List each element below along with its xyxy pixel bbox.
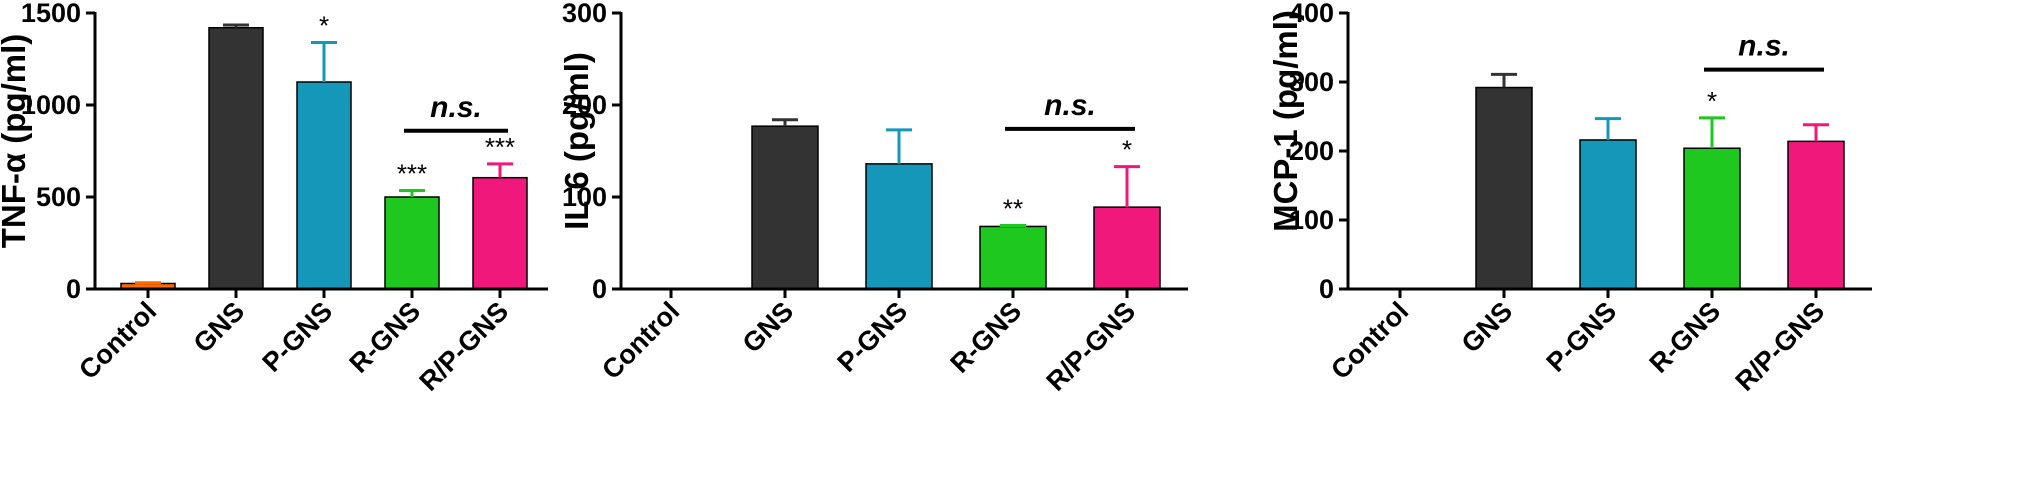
- bar-r-gns: [1683, 147, 1741, 290]
- y-tick-label: 100: [1289, 205, 1334, 235]
- significance-mark: **: [1003, 194, 1023, 224]
- y-tick-label: 100: [562, 182, 607, 212]
- bar-r-gns: [979, 225, 1047, 290]
- x-category-label: R/P-GNS: [1040, 296, 1141, 397]
- x-category-label: R-GNS: [344, 296, 427, 379]
- bar-p-gns: [865, 163, 933, 290]
- y-tick-label: 0: [66, 274, 81, 304]
- x-category-label: P-GNS: [832, 296, 914, 378]
- y-tick-label: 1000: [21, 90, 81, 120]
- ns-label: n.s.: [1738, 30, 1790, 63]
- y-tick-label: 0: [1319, 274, 1334, 304]
- y-axis-title: MCP-1 (pg/ml): [1267, 10, 1304, 232]
- bar-gns: [751, 125, 819, 290]
- bar-gns: [1475, 86, 1533, 290]
- y-tick-label: 400: [1289, 0, 1334, 28]
- y-tick-label: 300: [1289, 67, 1334, 97]
- y-tick-label: 0: [592, 274, 607, 304]
- y-tick-label: 200: [1289, 136, 1334, 166]
- bar-r-p-gns: [472, 176, 528, 290]
- x-category-label: R-GNS: [1644, 296, 1727, 379]
- y-tick-label: 300: [562, 0, 607, 28]
- x-category-label: Control: [596, 296, 685, 385]
- y-tick-label: 200: [562, 90, 607, 120]
- x-category-label: R-GNS: [945, 296, 1028, 379]
- x-category-label: Control: [1325, 296, 1414, 385]
- significance-mark: *: [319, 10, 329, 40]
- y-tick-label: 1500: [21, 0, 81, 28]
- mcp-1-chart: * n.s. 0 100 200 300 400 Control GNS P-GNS R-GNS R/…: [1267, 0, 1872, 397]
- x-category-label: Control: [73, 296, 162, 385]
- y-tick-label: 500: [36, 182, 81, 212]
- ns-label: n.s.: [1044, 89, 1096, 122]
- x-category-label: GNS: [1456, 296, 1519, 359]
- x-category-label: GNS: [737, 296, 800, 359]
- bar-r-p-gns: [1787, 140, 1845, 290]
- x-category-label: P-GNS: [257, 296, 339, 378]
- bar-r-p-gns: [1093, 206, 1161, 290]
- x-category-label: GNS: [188, 296, 251, 359]
- y-axis-title: IL-6 (pg/ml): [560, 52, 595, 230]
- x-category-label: P-GNS: [1541, 296, 1623, 378]
- bar-r-gns: [384, 196, 440, 290]
- x-category-label: R/P-GNS: [413, 296, 514, 397]
- significance-mark: ***: [397, 159, 427, 189]
- bar-p-gns: [1579, 139, 1637, 290]
- bar-gns: [208, 26, 264, 290]
- ns-label: n.s.: [430, 91, 482, 124]
- significance-mark: ***: [485, 132, 515, 162]
- y-axis-title: TNF-α (pg/ml): [0, 34, 32, 249]
- x-category-label: R/P-GNS: [1729, 296, 1830, 397]
- significance-mark: *: [1122, 135, 1132, 165]
- bar-p-gns: [296, 81, 352, 290]
- significance-mark: *: [1707, 86, 1717, 116]
